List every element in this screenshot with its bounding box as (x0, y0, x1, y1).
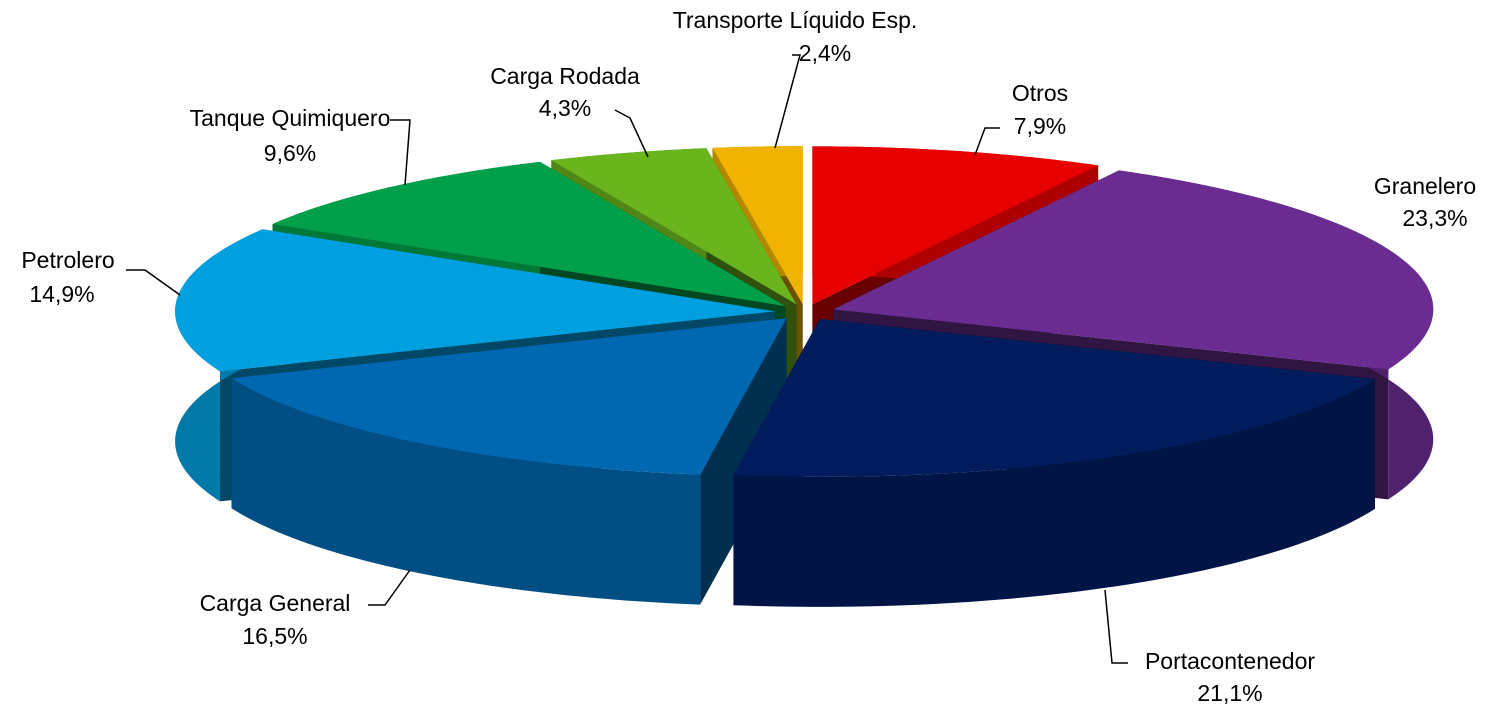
data-label-value: 9,6% (264, 140, 316, 166)
data-label-name: Carga General (200, 590, 351, 616)
slice-top (833, 170, 1434, 370)
data-label-name: Petrolero (21, 247, 114, 273)
data-label-name: Portacontenedor (1145, 648, 1315, 674)
slice-wall (231, 378, 701, 605)
data-label-value: 21,1% (1197, 680, 1262, 706)
data-label-value: 16,5% (242, 623, 307, 649)
data-label-name: Granelero (1374, 173, 1476, 199)
data-label-value: 7,9% (1014, 113, 1066, 139)
data-label-name: Tanque Quimiquero (190, 105, 391, 131)
data-label-name: Carga Rodada (490, 63, 640, 89)
leader-line (1104, 589, 1128, 664)
data-label-value: 23,3% (1402, 205, 1467, 231)
leader-line (368, 569, 411, 606)
data-label-name: Otros (1012, 80, 1068, 106)
leader-line (614, 109, 649, 158)
slice-top (733, 318, 1375, 477)
slice (231, 318, 787, 605)
leader-line (774, 54, 801, 149)
data-label-name: Transporte Líquido Esp. (673, 7, 918, 33)
data-label-value: 2,4% (799, 40, 851, 66)
leader-line (126, 269, 181, 296)
slice-top (175, 229, 776, 372)
data-label-value: 14,9% (29, 281, 94, 307)
slice (733, 318, 1375, 607)
data-label-value: 4,3% (539, 95, 591, 121)
slice-wall (733, 378, 1375, 607)
slice-top (231, 318, 787, 475)
leader-line (390, 119, 411, 186)
slice-top (551, 148, 797, 305)
slice-top (812, 146, 1099, 305)
slice-top (712, 146, 803, 305)
leader-line (974, 127, 1000, 156)
slice-top (272, 161, 786, 307)
